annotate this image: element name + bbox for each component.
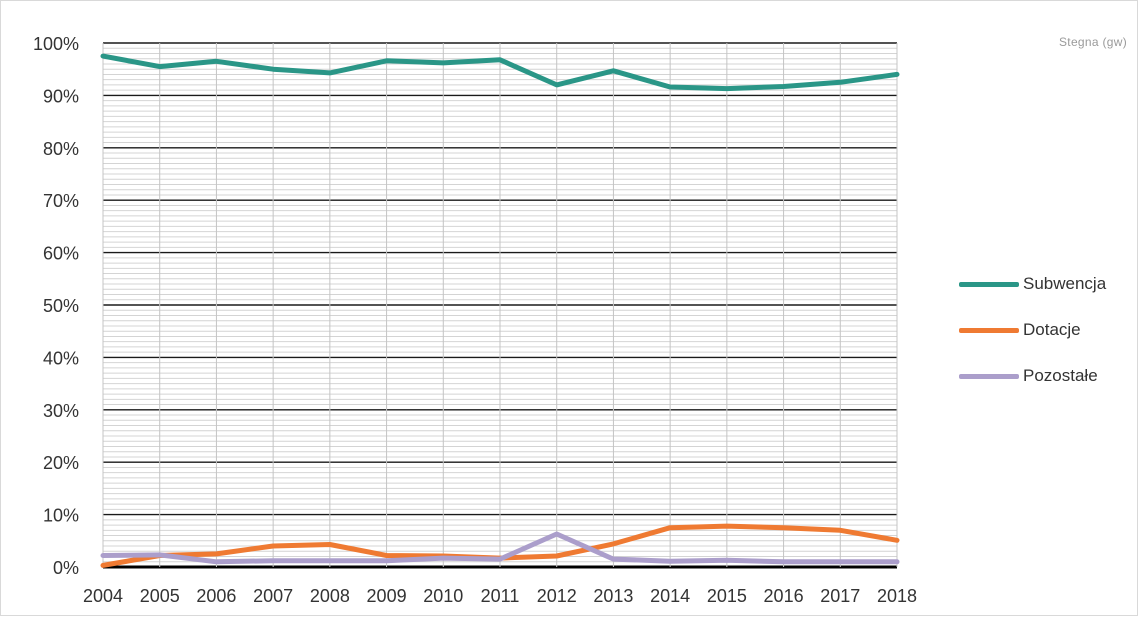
y-tick-label: 0% — [53, 558, 79, 578]
x-tick-label: 2011 — [481, 586, 520, 606]
y-tick-label: 30% — [43, 401, 79, 421]
x-tick-label: 2009 — [367, 586, 407, 606]
y-tick-label: 100% — [33, 34, 79, 54]
y-tick-label: 70% — [43, 191, 79, 211]
x-tick-label: 2015 — [707, 586, 747, 606]
x-tick-label: 2016 — [764, 586, 804, 606]
y-tick-label: 90% — [43, 86, 79, 106]
x-tick-label: 2014 — [650, 586, 690, 606]
x-tick-label: 2008 — [310, 586, 350, 606]
series-line-pozosta-e — [100, 531, 900, 565]
x-axis-labels: 2004 2005 2006 2007 2008 2009 2010 2011 2012 2013… — [83, 586, 917, 606]
y-tick-label: 80% — [43, 139, 79, 159]
legend-item-dotacje: Dotacje — [959, 307, 1106, 353]
x-tick-label: 2004 — [83, 586, 123, 606]
x-tick-label: 2017 — [820, 586, 860, 606]
y-tick-label: 60% — [43, 244, 79, 264]
x-tick-label: 2007 — [253, 586, 293, 606]
legend-label-dotacje: Dotacje — [1023, 320, 1081, 339]
x-tick-label: 2018 — [877, 586, 917, 606]
y-tick-label: 10% — [43, 506, 79, 526]
y-axis-labels: 0% 10% 20% 30% 40% 50% 60% 70% 80% 90% 100% — [33, 34, 79, 578]
series-layer — [100, 53, 900, 568]
series-line-subwencja — [100, 53, 900, 92]
x-tick-label: 2005 — [140, 586, 180, 606]
x-tick-label: 2006 — [196, 586, 236, 606]
y-tick-label: 20% — [43, 453, 79, 473]
x-tick-label: 2013 — [593, 586, 633, 606]
legend-swatch-pozostale — [959, 373, 1019, 379]
y-tick-label: 40% — [43, 348, 79, 368]
legend-item-subwencja: Subwencja — [959, 261, 1106, 307]
vertical-gridlines — [102, 43, 898, 567]
legend-label-subwencja: Subwencja — [1023, 274, 1107, 293]
x-tick-label: 2012 — [537, 586, 577, 606]
chart-note: Stegna (gw) — [1059, 35, 1127, 49]
legend: Subwencja Dotacje Pozostałe — [959, 261, 1106, 399]
legend-item-pozostale: Pozostałe — [959, 353, 1106, 399]
legend-label-pozostale: Pozostałe — [1023, 366, 1098, 385]
x-tick-label: 2010 — [423, 586, 463, 606]
y-tick-label: 50% — [43, 296, 79, 316]
legend-swatch-subwencja — [959, 281, 1019, 287]
legend-swatch-dotacje — [959, 327, 1019, 333]
